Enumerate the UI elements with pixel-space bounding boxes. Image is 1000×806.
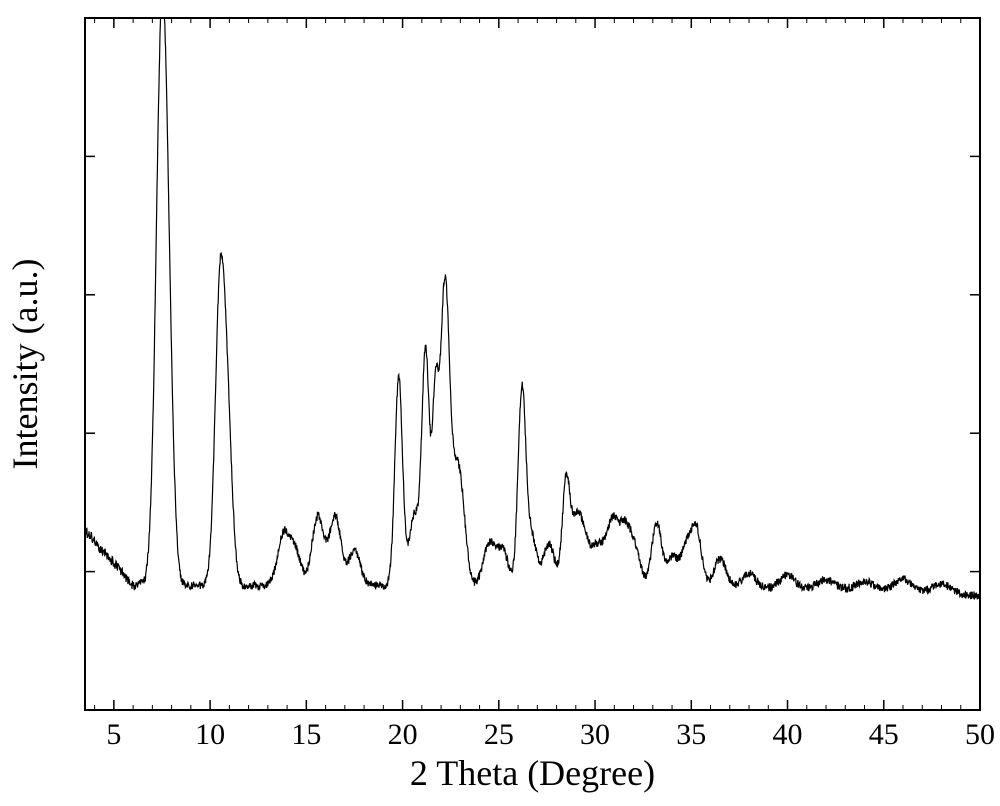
xrd-chart: 5 10 15 20 25 30 35 40 45 50 2 Theta (Degree) Inten…: [0, 0, 1000, 806]
x-tick-label: 40: [773, 718, 803, 751]
y-axis-label: Intensity (a.u.): [5, 259, 45, 470]
xrd-chart-svg: 5 10 15 20 25 30 35 40 45 50 2 Theta (Degree) Inten…: [0, 0, 1000, 806]
x-tick-label: 50: [965, 718, 995, 751]
x-tick-label: 20: [388, 718, 418, 751]
x-tick-label: 10: [195, 718, 225, 751]
x-tick-label: 35: [676, 718, 706, 751]
x-tick-label: 5: [106, 718, 121, 751]
x-tick-label: 25: [484, 718, 514, 751]
x-tick-label: 30: [580, 718, 610, 751]
x-axis-label: 2 Theta (Degree): [410, 753, 655, 793]
x-tick-label: 45: [869, 718, 899, 751]
x-tick-label: 15: [291, 718, 321, 751]
